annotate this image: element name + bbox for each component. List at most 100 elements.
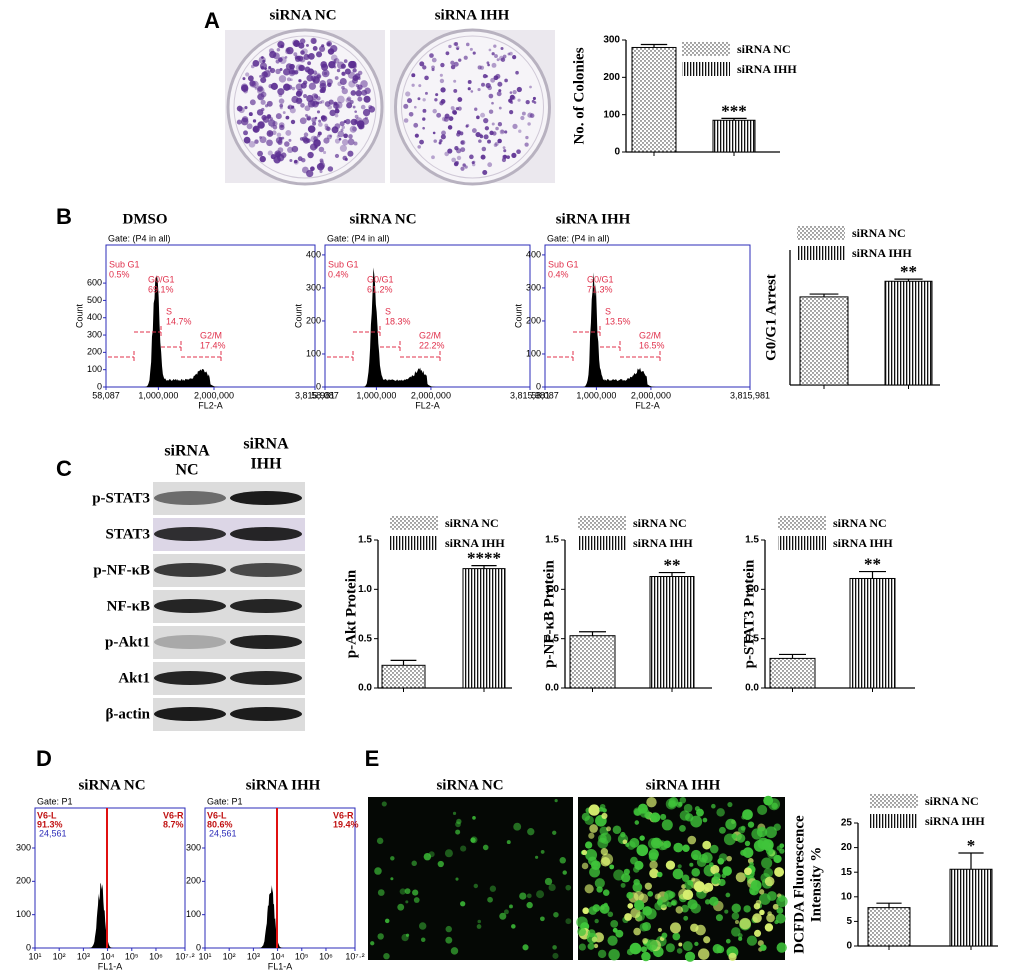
colony [480, 112, 486, 118]
bar [631, 46, 677, 153]
cell [702, 817, 708, 823]
colony [465, 124, 469, 128]
colony [488, 93, 494, 99]
cell [736, 833, 746, 843]
cell [540, 850, 545, 854]
cell [726, 855, 732, 862]
cell [671, 900, 677, 906]
colony [298, 79, 302, 83]
colony [440, 134, 446, 140]
legend-swatch [797, 226, 845, 240]
cell [383, 952, 390, 960]
colony [451, 157, 456, 163]
cell [420, 937, 426, 943]
legend-swatch [578, 536, 626, 550]
cell [647, 891, 654, 897]
cell [744, 840, 751, 847]
cell [740, 849, 747, 856]
cell [633, 899, 645, 911]
colony [407, 98, 413, 104]
colony [316, 101, 320, 105]
cell [565, 884, 572, 891]
colony [440, 62, 445, 68]
legend-swatch [682, 42, 730, 56]
colony [418, 84, 422, 88]
cell [715, 914, 723, 922]
colony [529, 85, 532, 89]
colony [308, 53, 315, 60]
cell [711, 803, 716, 809]
colony [289, 158, 293, 163]
colony [295, 90, 303, 97]
colony [334, 108, 340, 114]
y-tick-label: 100 [306, 348, 321, 358]
colony [327, 166, 334, 172]
blot-row-label: β-actin [105, 706, 150, 722]
blot-band [230, 635, 302, 649]
gate-percent: 0.4% [328, 269, 349, 279]
colony [279, 103, 284, 108]
cell [723, 833, 736, 846]
colony [307, 151, 314, 159]
colony [341, 85, 345, 90]
cell [725, 892, 731, 898]
gate-percent: 80.6% [207, 819, 233, 829]
cell [661, 932, 668, 939]
colony [419, 61, 425, 67]
colony [252, 59, 260, 67]
colony [344, 68, 351, 75]
cell [695, 808, 704, 817]
colony [318, 146, 325, 153]
y-axis-label: Count [74, 304, 84, 329]
colony [447, 125, 453, 130]
histogram [545, 272, 750, 387]
cell [588, 832, 595, 839]
cell [552, 945, 557, 950]
cell [768, 798, 781, 811]
colony [275, 137, 283, 144]
cell [412, 889, 419, 896]
colony [460, 166, 465, 171]
cell [716, 808, 725, 817]
colony [283, 83, 291, 91]
blot-column-label: siRNA [243, 436, 289, 453]
cell [376, 837, 384, 845]
colony [488, 48, 492, 52]
colony [431, 155, 435, 160]
legend-label: siRNA IHH [633, 536, 693, 550]
colony [515, 70, 519, 75]
cell [661, 819, 673, 831]
plot-title: siRNA IHH [556, 211, 631, 227]
legend-label: siRNA IHH [852, 246, 912, 260]
blot-band [230, 599, 302, 613]
legend-label: siRNA IHH [737, 62, 797, 76]
colony [489, 130, 494, 136]
colony [261, 107, 265, 112]
colony [454, 42, 459, 46]
plot-frame [544, 244, 751, 388]
colony [341, 125, 345, 130]
colony [507, 52, 511, 56]
colony [422, 108, 427, 113]
gate-marker [573, 326, 601, 338]
colony [493, 75, 499, 81]
colony [347, 150, 354, 157]
cell [633, 878, 640, 886]
colony [531, 99, 535, 103]
colony [485, 74, 489, 78]
colony [271, 125, 274, 129]
colony [257, 94, 263, 100]
blot-row-label: Akt1 [118, 670, 150, 686]
colony [343, 133, 348, 139]
colony [277, 88, 285, 96]
gate-percent: 0.5% [109, 269, 130, 279]
legend-label: siRNA NC [852, 226, 906, 240]
colony [260, 91, 267, 98]
y-tick-label: 400 [526, 249, 541, 259]
cell [779, 843, 785, 849]
significance: ** [664, 555, 681, 574]
colony [436, 112, 442, 118]
cell [455, 829, 461, 835]
colony [497, 81, 503, 87]
